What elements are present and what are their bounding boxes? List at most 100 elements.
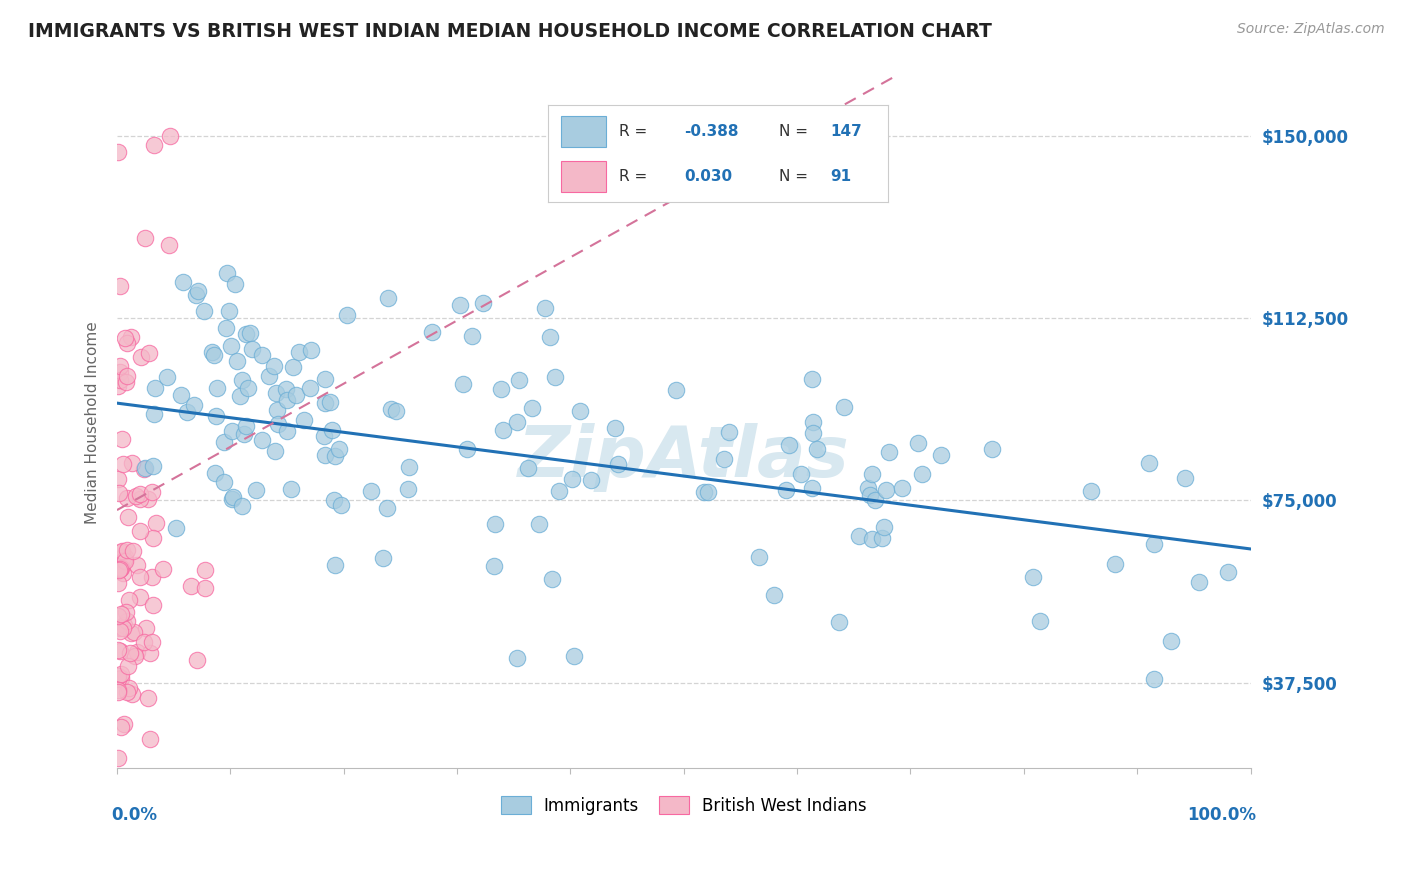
- Point: [134, 461, 156, 475]
- Point: [981, 442, 1004, 457]
- Point: [281, 359, 304, 374]
- Point: [579, 473, 602, 487]
- Point: [108, 373, 131, 387]
- Point: [212, 435, 235, 450]
- Point: [226, 353, 249, 368]
- Point: [112, 566, 135, 580]
- Point: [183, 398, 205, 412]
- Point: [117, 593, 139, 607]
- Point: [371, 550, 394, 565]
- Point: [141, 570, 163, 584]
- Point: [108, 563, 131, 577]
- Point: [129, 350, 152, 364]
- Point: [696, 484, 718, 499]
- Point: [860, 533, 883, 547]
- Point: [801, 426, 824, 441]
- Point: [115, 684, 138, 698]
- Point: [115, 614, 138, 628]
- Point: [276, 382, 298, 396]
- Point: [143, 408, 166, 422]
- Point: [763, 588, 786, 602]
- Point: [215, 266, 238, 280]
- Point: [325, 558, 347, 572]
- Point: [224, 277, 246, 292]
- Point: [107, 685, 129, 699]
- Point: [299, 381, 322, 395]
- Point: [801, 415, 824, 429]
- Point: [318, 394, 340, 409]
- Point: [108, 561, 131, 575]
- Point: [1139, 456, 1161, 470]
- Point: [110, 621, 132, 635]
- Point: [110, 545, 132, 559]
- Point: [108, 644, 131, 658]
- Point: [107, 672, 129, 686]
- Point: [398, 460, 420, 475]
- Point: [266, 403, 288, 417]
- Point: [276, 424, 298, 438]
- Point: [396, 482, 419, 496]
- Point: [120, 625, 142, 640]
- Point: [117, 336, 139, 351]
- Point: [517, 461, 540, 475]
- Point: [187, 284, 209, 298]
- Point: [138, 691, 160, 706]
- Point: [124, 648, 146, 663]
- Point: [111, 544, 134, 558]
- Point: [460, 329, 482, 343]
- Point: [184, 288, 207, 302]
- Point: [471, 295, 494, 310]
- Point: [321, 423, 343, 437]
- Point: [176, 405, 198, 419]
- Point: [801, 372, 824, 386]
- Point: [112, 716, 135, 731]
- Point: [121, 456, 143, 470]
- Point: [108, 359, 131, 373]
- Point: [136, 491, 159, 506]
- Point: [562, 648, 585, 663]
- Point: [1104, 557, 1126, 571]
- Point: [117, 658, 139, 673]
- Point: [665, 384, 688, 398]
- Point: [107, 642, 129, 657]
- Text: IMMIGRANTS VS BRITISH WEST INDIAN MEDIAN HOUSEHOLD INCOME CORRELATION CHART: IMMIGRANTS VS BRITISH WEST INDIAN MEDIAN…: [28, 22, 993, 41]
- Point: [125, 489, 148, 503]
- Point: [534, 301, 557, 315]
- Point: [544, 370, 567, 384]
- Point: [107, 683, 129, 698]
- Point: [360, 483, 382, 498]
- Point: [202, 347, 225, 361]
- Point: [128, 590, 150, 604]
- Point: [1080, 483, 1102, 498]
- Point: [121, 544, 143, 558]
- Point: [132, 635, 155, 649]
- Y-axis label: Median Household Income: Median Household Income: [86, 321, 100, 524]
- Point: [1174, 471, 1197, 485]
- Point: [873, 520, 896, 534]
- Point: [384, 404, 406, 418]
- Point: [238, 326, 260, 340]
- Point: [215, 321, 238, 335]
- Point: [108, 278, 131, 293]
- Point: [156, 369, 179, 384]
- Point: [170, 388, 193, 402]
- Point: [314, 372, 336, 386]
- Point: [491, 423, 513, 437]
- Point: [375, 500, 398, 515]
- Point: [138, 647, 160, 661]
- Point: [112, 621, 135, 635]
- Point: [107, 669, 129, 683]
- Point: [891, 481, 914, 495]
- Point: [713, 452, 735, 467]
- Point: [267, 417, 290, 432]
- Point: [110, 671, 132, 685]
- Point: [201, 344, 224, 359]
- Point: [110, 561, 132, 575]
- Point: [1021, 570, 1043, 584]
- Point: [420, 325, 443, 339]
- Point: [122, 625, 145, 640]
- Point: [111, 432, 134, 446]
- Point: [180, 579, 202, 593]
- Point: [561, 472, 583, 486]
- Point: [264, 443, 287, 458]
